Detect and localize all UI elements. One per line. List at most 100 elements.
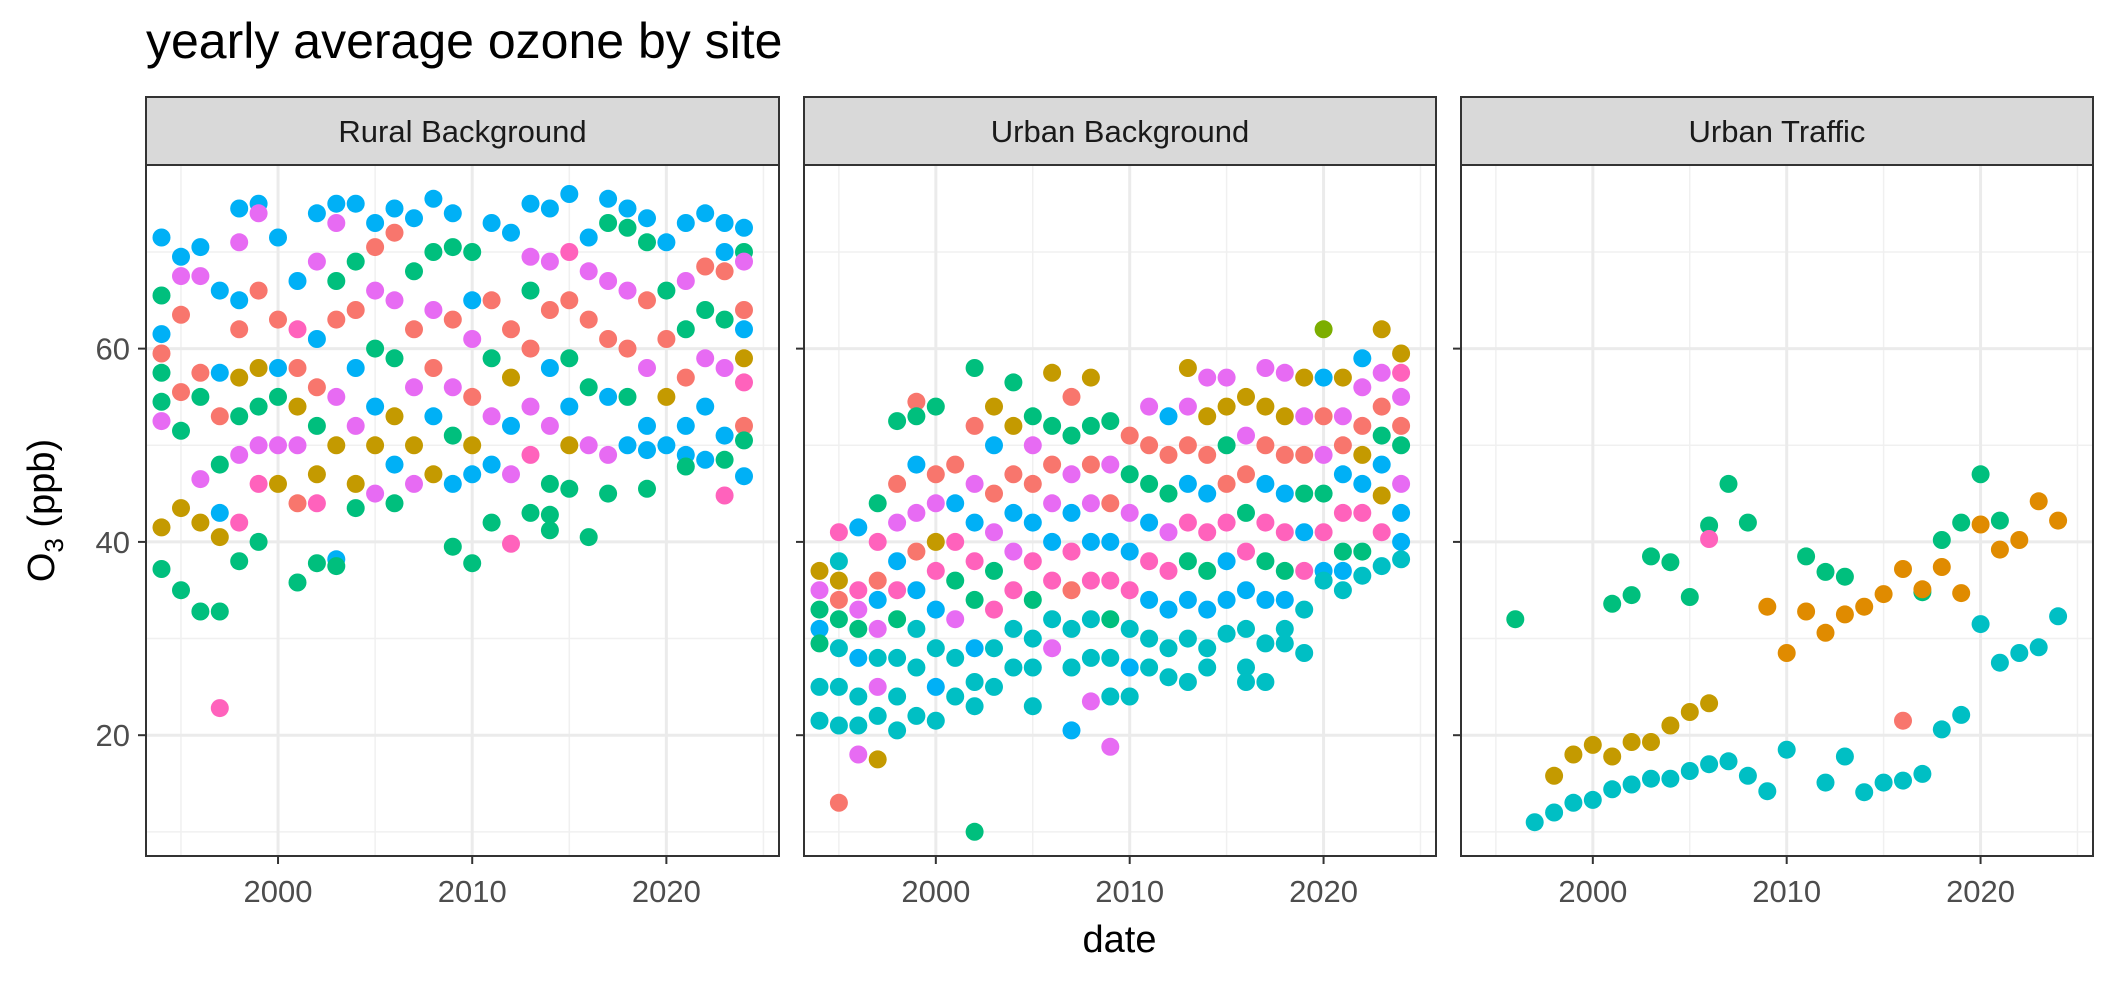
data-point [1198, 445, 1217, 464]
data-point [1004, 658, 1023, 677]
data-point [868, 706, 887, 725]
data-point [405, 378, 423, 397]
data-point [868, 532, 887, 551]
data-point [1043, 416, 1062, 435]
data-point [985, 600, 1003, 619]
data-point [230, 233, 249, 252]
data-point [1990, 540, 2009, 559]
data-point [946, 610, 965, 629]
data-point [965, 552, 984, 571]
data-point [1700, 755, 1719, 774]
data-point [1353, 378, 1372, 397]
data-point [230, 320, 249, 339]
data-point [307, 330, 326, 348]
data-point [868, 590, 887, 609]
data-point [638, 209, 656, 228]
data-point [599, 387, 618, 406]
data-point [1855, 783, 1874, 802]
data-point [1081, 455, 1100, 474]
data-point [1392, 550, 1411, 569]
facet-strip-label: Rural Background [338, 114, 586, 149]
data-point [849, 518, 868, 537]
data-point [1392, 416, 1411, 435]
data-point [1004, 416, 1023, 435]
data-point [1353, 445, 1372, 464]
data-point [965, 359, 984, 377]
data-point [172, 305, 190, 324]
data-point [810, 634, 829, 653]
data-point [868, 750, 887, 769]
data-point [985, 484, 1003, 503]
data-point [965, 697, 984, 716]
data-point [926, 677, 945, 696]
data-point [735, 349, 753, 368]
data-point [327, 557, 346, 576]
data-point [405, 209, 423, 228]
data-point [849, 648, 868, 667]
data-point [327, 387, 346, 406]
data-point [1062, 721, 1081, 740]
data-point [269, 387, 287, 406]
data-point [1333, 407, 1352, 426]
data-point [1101, 687, 1120, 706]
x-tick-label: 2020 [1946, 874, 2015, 909]
data-point [249, 281, 268, 300]
data-point [965, 673, 984, 691]
facet-strip [1460, 96, 2094, 166]
data-point [1777, 644, 1796, 662]
data-point [965, 822, 984, 841]
data-point [366, 238, 385, 257]
data-point [1217, 474, 1236, 493]
data-point [191, 470, 210, 489]
data-point [1178, 474, 1197, 493]
data-point [638, 479, 656, 498]
data-point [521, 445, 540, 464]
data-point [521, 503, 540, 522]
data-point [1120, 426, 1139, 445]
data-point [385, 349, 404, 368]
data-point [907, 392, 926, 411]
data-point [2010, 644, 2029, 662]
data-point [346, 301, 365, 319]
data-point [599, 445, 618, 464]
data-point [366, 484, 385, 503]
data-point [849, 716, 868, 735]
data-point [946, 455, 965, 474]
data-point [926, 465, 945, 484]
data-point [405, 320, 423, 339]
data-point [288, 359, 307, 377]
data-point [1004, 465, 1023, 484]
data-point [1372, 455, 1391, 474]
data-point [1295, 484, 1314, 503]
data-point [579, 436, 598, 455]
data-point [1237, 542, 1255, 561]
data-point [1353, 542, 1372, 561]
data-point [926, 711, 945, 730]
data-point [405, 262, 423, 281]
data-point [907, 658, 926, 677]
data-point [385, 291, 404, 310]
data-point [540, 474, 559, 493]
data-point [1023, 474, 1042, 493]
data-point [2049, 511, 2068, 530]
x-tick-label: 2000 [901, 874, 970, 909]
facet-panel-2: Urban Background 2000 2010 2020 [796, 96, 1437, 909]
data-point [696, 349, 715, 368]
data-point [540, 199, 559, 218]
data-point [696, 257, 715, 276]
data-point [172, 383, 190, 402]
data-point [191, 238, 210, 257]
data-point [540, 505, 559, 524]
data-point [1314, 484, 1333, 503]
data-point [1816, 773, 1835, 792]
data-point [965, 416, 984, 435]
data-point [1159, 484, 1178, 503]
data-point [599, 330, 618, 348]
facet-strip-label: Urban Background [991, 114, 1250, 149]
data-point [1081, 416, 1100, 435]
data-point [191, 513, 210, 532]
data-point [829, 552, 848, 571]
data-point [1023, 552, 1042, 571]
data-point [1932, 531, 1951, 549]
data-point [696, 204, 715, 223]
